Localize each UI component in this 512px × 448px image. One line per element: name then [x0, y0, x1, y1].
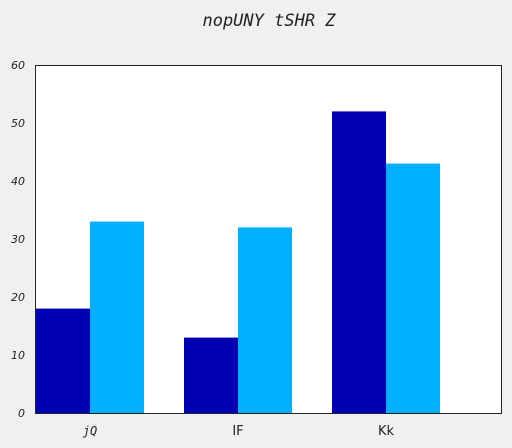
y-tick-label: 20	[11, 291, 25, 304]
bar-series-2-IF	[238, 227, 292, 413]
y-tick-label: 0	[18, 407, 25, 420]
y-tick-label: 10	[11, 349, 25, 362]
bars-layer	[36, 111, 440, 414]
y-tick-label: 30	[11, 233, 25, 246]
chart-title: nopUNY tSHR Z	[202, 11, 336, 31]
bar-series-2-Kk	[386, 163, 440, 413]
x-tick-label: jQ	[83, 424, 97, 438]
y-tick-label: 60	[11, 59, 25, 72]
bar-series-1-IF	[184, 337, 238, 413]
x-tick-label: IF	[232, 424, 243, 439]
y-tick-label: 40	[11, 175, 25, 188]
bar-series-1-Kk	[332, 111, 386, 414]
x-tick-label: Kk	[378, 424, 395, 439]
bar-series-1-jQ	[36, 308, 90, 413]
bar-series-2-jQ	[90, 221, 144, 413]
x-axis-ticks: jQ IF Kk	[83, 424, 395, 439]
y-axis-ticks: 0 10 20 30 40 50 60	[11, 59, 25, 420]
y-tick-label: 50	[11, 117, 25, 130]
